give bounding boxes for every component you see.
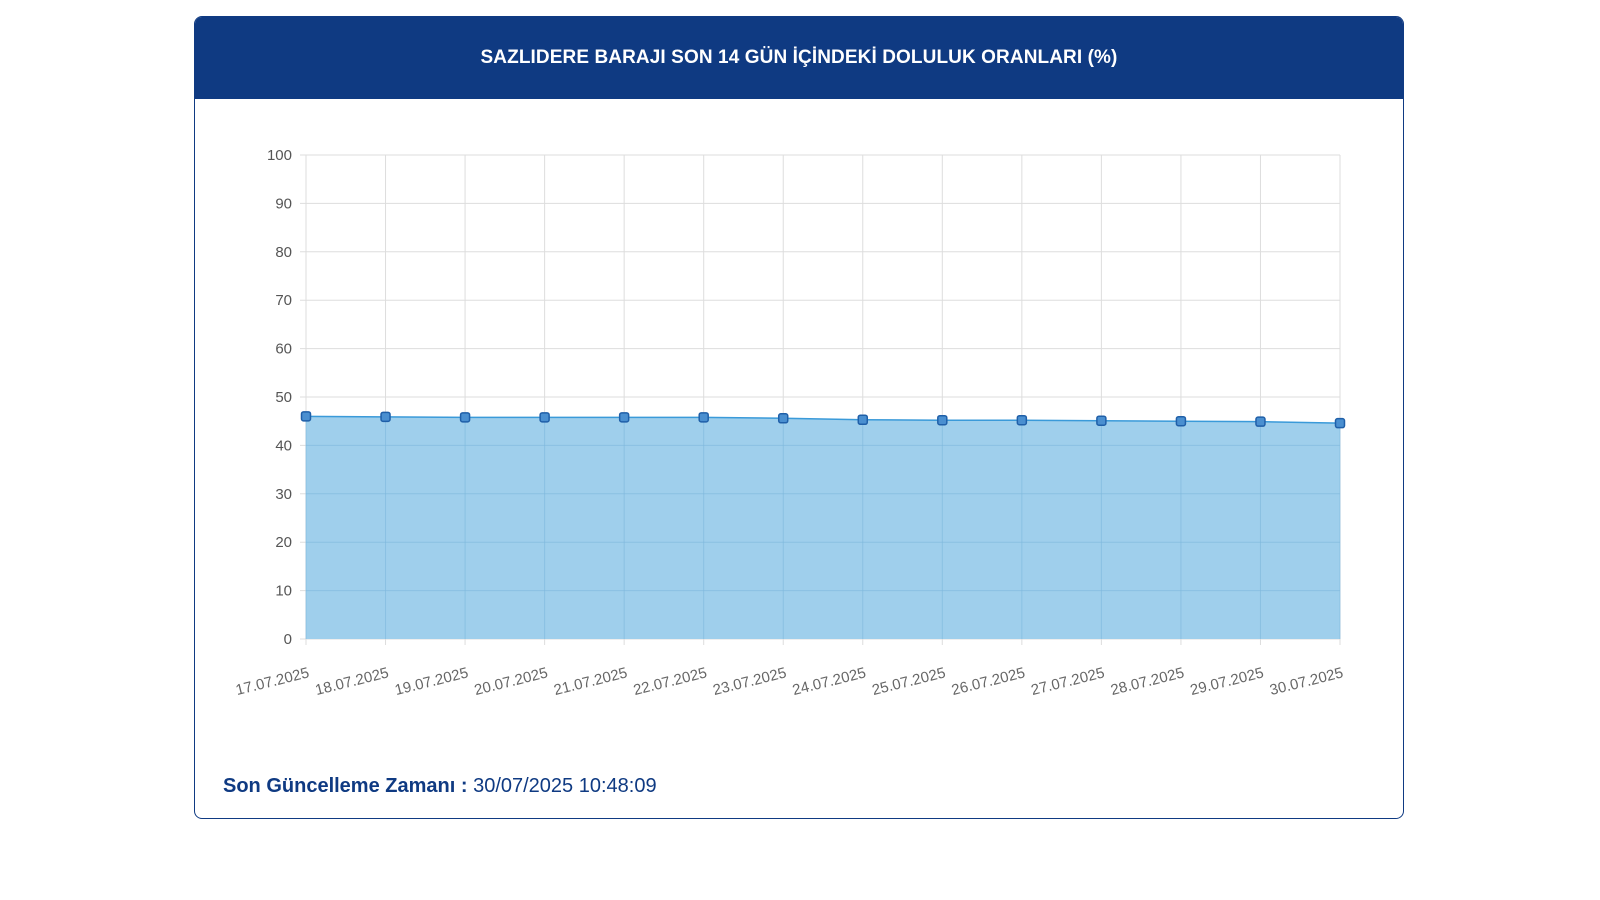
y-tick-label: 50 — [275, 389, 292, 406]
x-tick-label: 28.07.2025 — [1109, 664, 1186, 699]
data-point — [698, 412, 709, 423]
y-tick-label: 10 — [275, 583, 292, 600]
x-tick-label: 26.07.2025 — [950, 664, 1027, 699]
fill-rate-chart: 0 10 20 30 40 50 60 70 80 90 100 17.07.2025 18.07.20… — [234, 147, 1346, 699]
data-point — [300, 411, 312, 422]
x-tick-label: 30.07.2025 — [1268, 664, 1345, 699]
x-tick-label: 20.07.2025 — [473, 664, 550, 699]
data-point — [777, 413, 789, 424]
data-point — [1175, 415, 1187, 427]
card-header: SAZLIDERE BARAJI SON 14 GÜN İÇİNDEKİ DOL… — [195, 17, 1403, 99]
data-point — [1255, 416, 1266, 427]
data-point — [380, 411, 391, 423]
data-point — [618, 412, 630, 423]
y-tick-label: 100 — [267, 147, 292, 164]
x-tick-label: 19.07.2025 — [393, 664, 470, 699]
data-point — [459, 412, 471, 423]
data-point — [1096, 415, 1107, 426]
x-tick-label: 29.07.2025 — [1188, 664, 1265, 699]
y-tick-label: 40 — [275, 437, 292, 454]
data-point — [1334, 417, 1346, 429]
series-area — [306, 416, 1340, 639]
data-point — [937, 414, 948, 426]
y-tick-label: 70 — [275, 292, 292, 309]
y-tick-label: 60 — [275, 341, 292, 358]
series-line — [305, 415, 1341, 424]
x-tick-label: 18.07.2025 — [314, 664, 391, 699]
y-tick-label: 20 — [275, 534, 292, 551]
y-tick-label: 30 — [275, 486, 292, 503]
last-update-label: Son Güncelleme Zamanı : — [223, 775, 468, 797]
data-point — [857, 414, 869, 425]
y-tick-label: 80 — [275, 244, 292, 261]
y-tick-label: 90 — [275, 195, 292, 212]
x-tick-label: 23.07.2025 — [711, 664, 788, 699]
y-tick-label: 0 — [284, 631, 292, 648]
chart-title: SAZLIDERE BARAJI SON 14 GÜN İÇİNDEKİ DOL… — [480, 47, 1118, 68]
x-tick-label: 21.07.2025 — [552, 664, 629, 699]
x-tick-label: 24.07.2025 — [791, 664, 868, 699]
x-tick-label: 22.07.2025 — [632, 664, 709, 699]
last-update-value: 30/07/2025 10:48:09 — [473, 775, 657, 797]
x-tick-label: 17.07.2025 — [234, 664, 311, 699]
x-tick-label: 25.07.2025 — [870, 664, 947, 699]
x-tick-label: 27.07.2025 — [1029, 664, 1106, 699]
data-point — [1016, 414, 1028, 426]
data-point — [539, 412, 550, 423]
chart-card: SAZLIDERE BARAJI SON 14 GÜN İÇİNDEKİ DOL… — [194, 16, 1404, 819]
chart-area: 0 10 20 30 40 50 60 70 80 90 100 17.07.2025 18.07.20… — [195, 99, 1402, 739]
last-update: Son Güncelleme Zamanı : 30/07/2025 10:48… — [223, 775, 657, 798]
